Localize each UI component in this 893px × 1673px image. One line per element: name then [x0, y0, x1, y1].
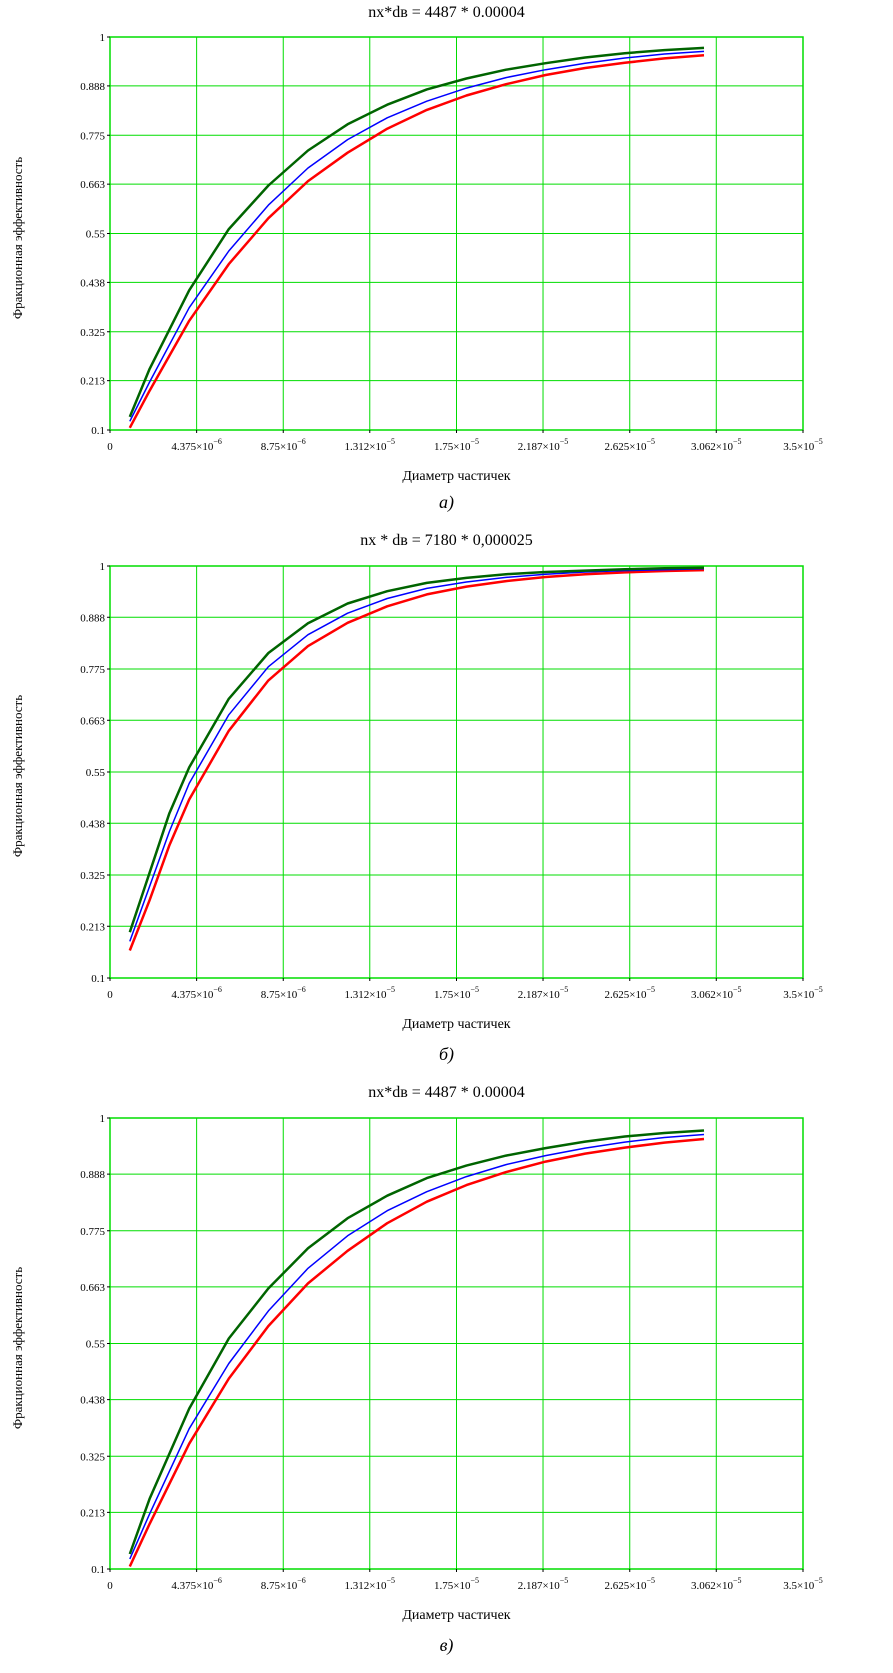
x-tick-label: 0: [107, 989, 113, 1001]
series-line: [129, 50, 705, 422]
x-tick-label: 4.375×10−6: [171, 437, 221, 453]
series-line: [128, 1137, 705, 1568]
y-tick-label: 0.663: [80, 715, 105, 727]
chart-title: nx*dв = 4487 * 0.00004: [368, 1084, 525, 1101]
x-tick-label: 8.75×10−6: [261, 985, 306, 1001]
y-tick-label: 0.775: [80, 1226, 105, 1238]
y-tick-label: 0.663: [80, 179, 105, 191]
chart-panel-c: nx*dв = 4487 * 0.00004 0.1 0.213 0.325 0.43…: [0, 1080, 893, 1670]
series-line: [128, 54, 705, 429]
x-tick-label: 4.375×10−6: [171, 985, 221, 1001]
series-line: [129, 1133, 705, 1560]
x-tick-label: 3.062×10−5: [691, 437, 741, 453]
series-line: [128, 568, 705, 951]
figure-caption: а): [439, 492, 454, 512]
x-tick-label: 3.5×10−5: [783, 1576, 822, 1592]
x-axis-label: Диаметр частичек: [402, 1017, 510, 1032]
y-tick-label: 0.775: [80, 664, 105, 676]
y-tick-label: 0.1: [91, 973, 105, 985]
y-axis-label: Фракционная эффективность: [10, 157, 25, 319]
x-tick-label: 8.75×10−6: [261, 437, 306, 453]
figure-caption: б): [438, 1044, 455, 1064]
series-line: [128, 46, 705, 418]
x-tick-label: 1.75×10−5: [434, 1576, 479, 1592]
y-tick-label: 0.55: [86, 1339, 106, 1351]
chart-c: 0.1 0.213 0.325 0.438 0.55 0.663 0.775 0.888 1 0 4…: [10, 1113, 823, 1623]
x-tick-label: 3.062×10−5: [691, 985, 741, 1001]
x-tick-label: 1.75×10−5: [434, 437, 479, 453]
x-tick-label: 2.625×10−5: [605, 437, 655, 453]
figure-caption: в): [439, 1635, 454, 1655]
y-tick-label: 0.55: [86, 229, 106, 241]
y-tick-label: 0.888: [80, 612, 105, 624]
x-tick-label: 2.187×10−5: [518, 1576, 568, 1592]
y-tick-label: 0.775: [80, 130, 105, 142]
x-axis-label: Диаметр частичек: [402, 469, 510, 484]
y-axis-label: Фракционная эффективность: [10, 1267, 25, 1429]
x-axis-label: Диаметр частичек: [402, 1608, 510, 1623]
x-tick-label: 3.5×10−5: [783, 437, 822, 453]
x-tick-label: 1.312×10−5: [345, 985, 395, 1001]
x-tick-label: 4.375×10−6: [171, 1576, 221, 1592]
x-tick-label: 0: [107, 441, 113, 453]
series-line: [128, 1129, 705, 1555]
y-tick-label: 0.438: [80, 1395, 105, 1407]
y-tick-label: 0.213: [80, 921, 105, 933]
x-tick-label: 1.312×10−5: [345, 1576, 395, 1592]
x-tick-label: 2.187×10−5: [518, 985, 568, 1001]
y-tick-label: 0.438: [80, 818, 105, 830]
x-tick-label: 0: [107, 1580, 113, 1592]
x-tick-label: 3.062×10−5: [691, 1576, 741, 1592]
y-tick-label: 0.55: [86, 767, 106, 779]
y-tick-label: 0.213: [80, 376, 105, 388]
y-tick-label: 0.325: [80, 870, 105, 882]
chart-title: nx * dв = 7180 * 0,000025: [360, 532, 533, 549]
y-tick-label: 0.438: [80, 277, 105, 289]
y-tick-label: 1: [100, 32, 106, 44]
y-tick-label: 0.663: [80, 1282, 105, 1294]
chart-panel-a: nx*dв = 4487 * 0.00004 0.1 0.213 0.325 0.43…: [0, 0, 893, 520]
y-tick-label: 0.888: [80, 81, 105, 93]
y-tick-label: 0.1: [91, 1564, 105, 1576]
y-tick-label: 0.325: [80, 327, 105, 339]
chart-b: 0.1 0.213 0.325 0.438 0.55 0.663 0.775 0.888 1 0 4…: [10, 561, 823, 1032]
y-tick-label: 0.1: [91, 425, 105, 437]
x-tick-label: 1.75×10−5: [434, 985, 479, 1001]
x-tick-label: 2.625×10−5: [605, 1576, 655, 1592]
x-tick-label: 1.312×10−5: [345, 437, 395, 453]
x-tick-label: 2.187×10−5: [518, 437, 568, 453]
y-tick-label: 0.325: [80, 1451, 105, 1463]
y-axis-label: Фракционная эффективность: [10, 695, 25, 857]
y-tick-label: 0.213: [80, 1507, 105, 1519]
x-tick-label: 2.625×10−5: [605, 985, 655, 1001]
chart-title: nx*dв = 4487 * 0.00004: [368, 4, 525, 21]
y-tick-label: 1: [100, 561, 106, 573]
chart-panel-b: nx * dв = 7180 * 0,000025 0.1 0.213 0.325 0…: [0, 528, 893, 1073]
y-tick-label: 1: [100, 1113, 106, 1125]
x-tick-label: 8.75×10−6: [261, 1576, 306, 1592]
series-line: [129, 567, 705, 942]
x-tick-label: 3.5×10−5: [783, 985, 822, 1001]
y-tick-label: 0.888: [80, 1169, 105, 1181]
series-line: [128, 566, 705, 933]
chart-a: 0.1 0.213 0.325 0.438 0.55 0.663 0.775 0.888 1 0 4…: [10, 32, 823, 484]
